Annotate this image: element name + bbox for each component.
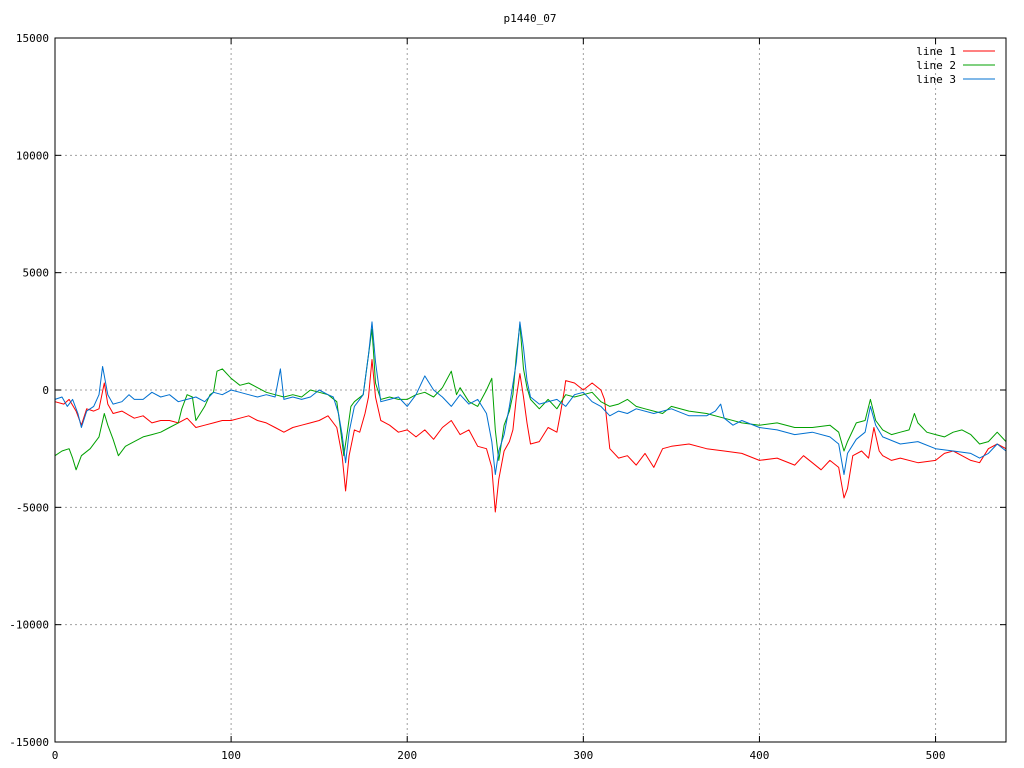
axis-ticks: -15000 -10000 -5000 0 5000 10000 15000 0 100 200 3… — [9, 32, 1006, 762]
series-line-2 — [54, 323, 1007, 471]
legend-label-3: line 3 — [916, 73, 956, 86]
y-tick-label: -5000 — [16, 501, 49, 514]
series-line-1 — [54, 359, 1007, 513]
series-line-3 — [54, 321, 1007, 475]
x-tick-label: 500 — [926, 749, 946, 762]
y-tick-label: 10000 — [16, 149, 49, 162]
y-tick-label: 15000 — [16, 32, 49, 45]
legend-label-1: line 1 — [916, 45, 956, 58]
y-tick-label: -15000 — [9, 736, 49, 749]
y-tick-label: 5000 — [23, 267, 50, 280]
chart-title: p1440_07 — [504, 12, 557, 25]
x-tick-label: 0 — [52, 749, 59, 762]
y-tick-label: -10000 — [9, 619, 49, 632]
legend-label-2: line 2 — [916, 59, 956, 72]
x-tick-label: 100 — [221, 749, 241, 762]
y-tick-label: 0 — [42, 384, 49, 397]
grid-lines — [55, 38, 1006, 742]
x-tick-label: 200 — [397, 749, 417, 762]
series-lines — [54, 321, 1007, 513]
x-tick-label: 300 — [573, 749, 593, 762]
x-tick-label: 400 — [750, 749, 770, 762]
